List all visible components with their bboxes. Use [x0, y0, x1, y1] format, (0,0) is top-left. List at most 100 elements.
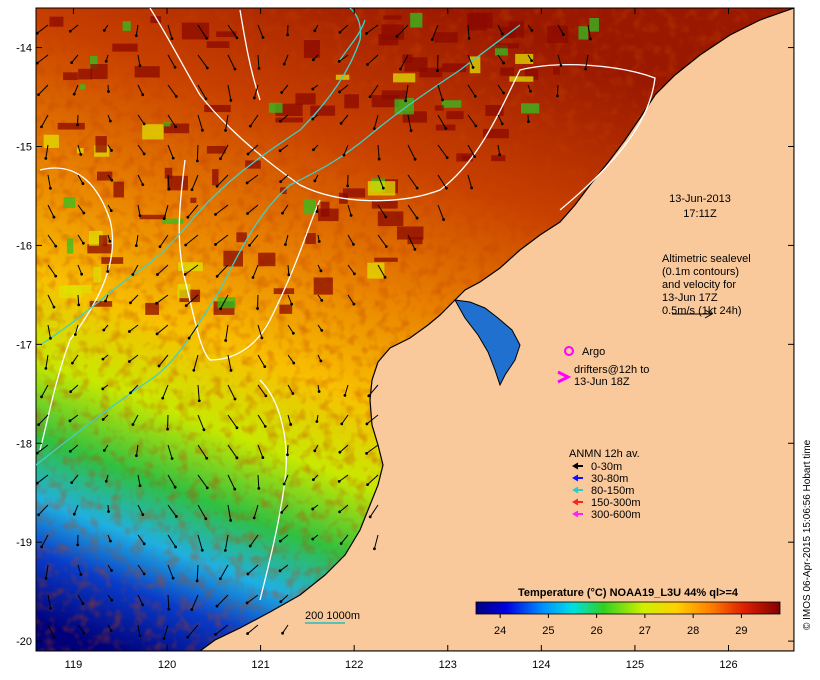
- sst-patch: [509, 76, 534, 82]
- velocity-arrow: [467, 144, 476, 157]
- velocity-arrowhead: [562, 33, 565, 36]
- credit-label: © IMOS 06-Apr-2015 15:06:56 Hobart time: [802, 439, 813, 630]
- velocity-arrowhead: [346, 184, 350, 188]
- sst-patch: [258, 252, 276, 267]
- velocity-arrow: [407, 174, 418, 189]
- velocity-arrowhead: [80, 272, 84, 276]
- sst-patch: [275, 117, 303, 123]
- velocity-arrow: [197, 384, 200, 401]
- velocity-arrow: [257, 474, 260, 489]
- velocity-arrow: [216, 594, 229, 607]
- velocity-arrowhead: [173, 65, 177, 69]
- colorbar: [475, 601, 781, 615]
- sst-patch: [217, 297, 236, 309]
- velocity-arrowhead: [320, 298, 324, 302]
- velocity-arrow: [196, 144, 199, 161]
- velocity-arrow: [373, 114, 379, 129]
- velocity-arrowhead: [214, 213, 217, 216]
- velocity-arrowhead: [291, 392, 295, 395]
- velocity-arrowhead: [367, 394, 371, 398]
- velocity-arrowhead: [138, 214, 142, 218]
- sst-patch: [367, 181, 396, 196]
- velocity-arrowhead: [190, 188, 194, 192]
- velocity-arrow: [45, 564, 49, 579]
- velocity-arrowhead: [173, 485, 177, 489]
- velocity-arrowhead: [192, 368, 196, 372]
- lat-tick-label: -15: [16, 141, 32, 153]
- velocity-arrow: [130, 384, 139, 394]
- velocity-arrow: [197, 54, 208, 69]
- velocity-arrow: [249, 534, 259, 547]
- velocity-arrowhead: [284, 243, 287, 246]
- velocity-arrowhead: [40, 545, 44, 549]
- velocity-arrowhead: [110, 598, 114, 602]
- velocity-arrow: [247, 144, 259, 155]
- velocity-arrowhead: [174, 125, 178, 129]
- velocity-arrow: [71, 354, 79, 364]
- velocity-arrowhead: [311, 87, 315, 91]
- velocity-arrowhead: [395, 35, 399, 38]
- sst-patch: [167, 175, 188, 191]
- velocity-arrow: [257, 354, 266, 367]
- velocity-arrow: [36, 24, 49, 34]
- velocity-arrow: [77, 564, 82, 575]
- velocity-arrowhead: [195, 159, 199, 163]
- velocity-arrow: [187, 204, 199, 218]
- velocity-arrow: [339, 504, 349, 513]
- sst-patch: [578, 26, 589, 40]
- velocity-arrowhead: [77, 303, 81, 307]
- velocity-arrowhead: [128, 360, 131, 363]
- velocity-arrow: [366, 24, 379, 34]
- velocity-arrow: [369, 504, 379, 518]
- velocity-arrowhead: [313, 29, 317, 33]
- velocity-arrow: [347, 204, 352, 216]
- velocity-arrowhead: [339, 542, 343, 545]
- sst-patch: [279, 304, 293, 314]
- velocity-arrow: [36, 474, 49, 484]
- sst-patch: [446, 111, 464, 120]
- velocity-arrow: [284, 234, 289, 245]
- velocity-arrowhead: [142, 122, 146, 126]
- velocity-arrow: [282, 624, 289, 634]
- colorbar-tick-label: 29: [735, 625, 747, 637]
- velocity-arrow: [227, 474, 236, 490]
- velocity-arrowhead: [79, 573, 83, 576]
- velocity-arrow: [77, 204, 85, 214]
- velocity-arrowhead: [161, 396, 165, 400]
- velocity-arrowhead: [278, 119, 282, 123]
- velocity-arrow: [257, 24, 264, 38]
- velocity-arrow: [187, 624, 199, 638]
- velocity-arrowhead: [368, 515, 372, 519]
- velocity-arrowhead: [141, 513, 145, 517]
- velocity-arrow: [167, 534, 177, 548]
- velocity-arrowhead: [162, 217, 166, 220]
- king-sound: [454, 299, 521, 387]
- velocity-arrowhead: [174, 95, 178, 98]
- velocity-arrow: [215, 624, 229, 635]
- velocity-arrow: [339, 444, 349, 453]
- colorbar-tick-label: 24: [494, 625, 506, 637]
- velocity-arrow: [129, 324, 139, 332]
- sst-patch: [87, 244, 113, 254]
- velocity-arrowhead: [338, 510, 342, 514]
- sst-patch: [204, 104, 231, 113]
- velocity-arrow: [369, 84, 379, 98]
- velocity-arrow: [47, 234, 57, 247]
- lon-tick-label: 120: [158, 659, 176, 671]
- sst-patch: [469, 56, 481, 74]
- sst-patch: [206, 145, 226, 154]
- velocity-arrow: [137, 84, 144, 95]
- velocity-arrow: [135, 24, 139, 36]
- velocity-arrow: [38, 504, 49, 516]
- velocity-arrowhead: [313, 449, 317, 453]
- velocity-arrowhead: [289, 423, 293, 426]
- velocity-arrowhead: [205, 66, 209, 70]
- velocity-arrowhead: [107, 510, 110, 513]
- anmn-item-label: 0-30m: [591, 461, 622, 473]
- timestamp-annotation: 13-Jun-2013 17:11Z: [669, 193, 731, 220]
- velocity-arrowhead: [528, 89, 532, 93]
- sst-patch: [483, 128, 509, 139]
- velocity-arrow: [70, 444, 79, 452]
- velocity-arrow: [137, 54, 141, 66]
- velocity-arrow: [156, 294, 169, 304]
